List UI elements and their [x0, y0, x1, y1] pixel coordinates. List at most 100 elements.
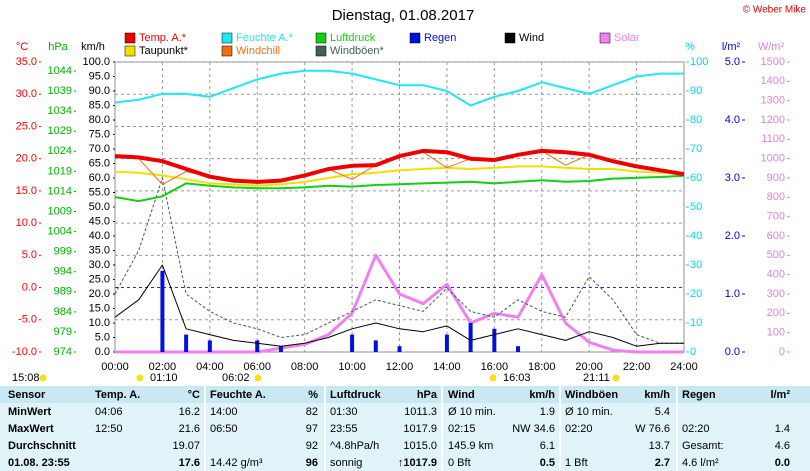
- y-tick-label: 40: [690, 230, 702, 242]
- table-cell: Regen: [682, 389, 716, 401]
- table-cell: W 76.6: [635, 423, 670, 435]
- table-cell: Luftdruck: [330, 389, 382, 401]
- legend-label: Feuchte A.*: [236, 32, 294, 44]
- legend-label: Regen: [424, 32, 456, 44]
- y-tick-label: 15.0: [16, 185, 37, 197]
- legend-label: Windchill: [236, 45, 280, 57]
- legend-label: Luftdruck: [330, 32, 376, 44]
- x-tick-label: 02:00: [149, 361, 177, 373]
- y-tick-label: 5.0: [725, 56, 740, 68]
- y-tick-label: 1004: [48, 225, 72, 237]
- y-tick-label: 0.0: [95, 346, 110, 358]
- legend-label: Windböen*: [330, 45, 385, 57]
- y-tick-label: 55.0: [89, 186, 110, 198]
- legend-swatch: [221, 32, 233, 44]
- y-tick-label: 20.0: [16, 153, 37, 165]
- rain-bar: [444, 334, 449, 352]
- y-tick-label: 0.0: [22, 281, 37, 293]
- y-tick-label: 90: [690, 85, 702, 97]
- y-tick-label: 4.0: [725, 114, 740, 126]
- axis-title: hPa: [48, 41, 68, 53]
- x-tick-label: 24:00: [670, 361, 698, 373]
- y-tick-label: 1300: [761, 95, 785, 107]
- y-tick-label: 100: [690, 56, 708, 68]
- table-cell: 4.6 l/m²: [682, 457, 719, 469]
- y-tick-label: 400: [767, 269, 785, 281]
- rain-bar: [373, 340, 378, 352]
- axis-title: W/m²: [758, 41, 785, 53]
- y-tick-label: 1044: [48, 65, 72, 77]
- y-tick-label: 80.0: [89, 114, 110, 126]
- y-tick-label: 1100: [761, 133, 785, 145]
- series-line: [114, 69, 684, 107]
- y-tick-label: 1009: [48, 205, 72, 217]
- legend-label: Temp. A.*: [139, 32, 187, 44]
- x-tick-label: 12:00: [386, 361, 414, 373]
- axis-title: %: [685, 41, 695, 53]
- y-tick-label: 1000: [761, 153, 785, 165]
- table-cell: 1.9: [540, 406, 555, 418]
- series-line: [114, 148, 685, 184]
- table-cell: MinWert: [8, 406, 52, 418]
- y-tick-label: 5.0: [22, 249, 37, 261]
- table-cell: Sensor: [8, 389, 46, 401]
- x-tick-label: 10:00: [338, 361, 366, 373]
- table-cell: 145.9 km: [448, 440, 493, 452]
- y-tick-label: 1014: [48, 185, 72, 197]
- y-tick-label: 100: [767, 327, 785, 339]
- legend-swatch: [221, 45, 233, 57]
- axis-title: l/m²: [722, 41, 741, 53]
- table-cell: Temp. A.: [95, 389, 140, 401]
- astro-time: 01:10: [150, 372, 178, 384]
- table-cell: 01:30: [330, 406, 358, 418]
- y-tick-label: 900: [767, 172, 785, 184]
- y-tick-label: 45.0: [89, 215, 110, 227]
- series-line: [114, 174, 685, 203]
- y-tick-label: 994: [54, 266, 72, 278]
- astro-icon: [136, 374, 144, 382]
- astro-time: 21:11: [583, 372, 610, 384]
- y-tick-label: 1039: [48, 85, 72, 97]
- table-cell: 96: [306, 457, 318, 469]
- table-cell: 14.42 g/m³: [210, 457, 263, 469]
- y-tick-label: 989: [54, 286, 72, 298]
- rain-bar: [160, 270, 165, 352]
- table-cell: ^4.8hPa/h: [330, 440, 379, 452]
- y-tick-label: 95.0: [89, 70, 110, 82]
- rain-bar: [350, 334, 355, 352]
- y-tick-label: 50.0: [89, 201, 110, 213]
- table-cell: 82: [306, 406, 318, 418]
- table-cell: 92: [306, 440, 318, 452]
- y-tick-label: 85.0: [89, 99, 110, 111]
- y-tick-label: 30.0: [16, 88, 37, 100]
- rain-bar: [492, 328, 497, 352]
- y-tick-label: 10: [690, 317, 702, 329]
- y-tick-label: -5.0: [18, 314, 37, 326]
- table-header-bg: [0, 386, 810, 403]
- astro-icon: [39, 374, 47, 382]
- table-cell: NW 34.6: [512, 423, 555, 435]
- table-cell: 12:50: [95, 423, 123, 435]
- y-tick-label: 200: [767, 307, 785, 319]
- astro-time: 15:08: [12, 372, 40, 384]
- rain-bar: [207, 340, 212, 352]
- legend-label: Solar: [614, 32, 640, 44]
- astro-icon: [254, 374, 262, 382]
- y-tick-label: 800: [767, 191, 785, 203]
- y-tick-label: 30: [690, 259, 702, 271]
- y-tick-label: 999: [54, 246, 72, 258]
- table-cell: l/m²: [770, 389, 790, 401]
- y-tick-label: 15.0: [89, 302, 110, 314]
- y-tick-label: 700: [767, 211, 785, 223]
- y-tick-label: 0: [779, 346, 785, 358]
- table-cell: 04:06: [95, 406, 123, 418]
- y-tick-label: 70: [690, 143, 702, 155]
- table-cell: 0.0: [775, 457, 790, 469]
- table-cell: 97: [306, 423, 318, 435]
- table-cell: 1015.0: [403, 440, 437, 452]
- x-tick-label: 00:00: [101, 361, 129, 373]
- y-tick-label: 10.0: [16, 217, 37, 229]
- y-tick-label: 75.0: [89, 128, 110, 140]
- legend-label: Wind: [519, 32, 544, 44]
- rain-bar: [255, 340, 260, 352]
